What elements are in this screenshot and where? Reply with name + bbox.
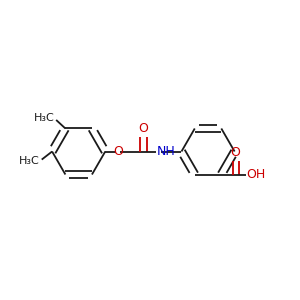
Text: O: O [231, 146, 241, 160]
Text: NH: NH [157, 145, 176, 158]
Text: OH: OH [247, 168, 266, 181]
Text: O: O [113, 145, 123, 158]
Text: H₃C: H₃C [19, 156, 40, 167]
Text: H₃C: H₃C [34, 113, 55, 123]
Text: O: O [138, 122, 148, 135]
